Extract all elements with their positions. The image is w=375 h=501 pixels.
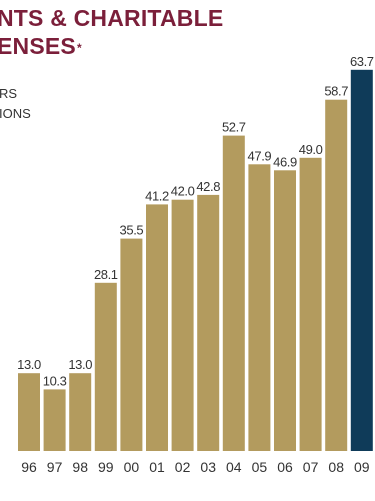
x-tick-label-07: 07 [303,459,319,475]
bar-98 [69,373,92,451]
data-label-03: 42.8 [196,179,220,194]
data-label-09: 63.7 [350,54,374,69]
subtitle-line-1: RS [0,86,18,101]
data-label-98: 13.0 [68,357,92,372]
bar-07 [299,157,322,452]
bar-00 [120,238,143,451]
bar-02 [171,199,194,451]
data-label-97: 10.3 [43,373,67,388]
x-tick-label-98: 98 [72,459,88,475]
chart-title-line-1: NTS & CHARITABLE [0,5,224,31]
data-label-01: 41.2 [145,188,169,203]
data-label-05: 47.9 [248,148,272,163]
data-label-08: 58.7 [324,84,348,99]
data-label-02: 42.0 [171,184,195,199]
x-tick-label-01: 01 [149,459,165,475]
subtitle-line-2: IONS [0,106,31,121]
bar-97 [43,389,66,451]
data-label-04: 52.7 [222,120,246,135]
chart-title-line-2: ENSES* [0,32,82,60]
bar-08 [325,99,348,451]
x-tick-label-02: 02 [175,459,191,475]
bar-99 [94,282,117,451]
x-tick-label-06: 06 [277,459,293,475]
x-tick-label-09: 09 [354,459,370,475]
x-tick-label-97: 97 [47,459,63,475]
data-label-07: 49.0 [299,142,323,157]
bar-05 [248,164,271,452]
bar-96 [18,373,40,451]
x-tick-label-04: 04 [226,459,242,475]
x-tick-label-08: 08 [328,459,344,475]
x-tick-label-03: 03 [200,459,216,475]
bar-04 [222,135,245,451]
data-label-00: 35.5 [120,223,144,238]
footnote-marker: * [76,41,82,55]
x-tick-label-96: 96 [21,459,37,475]
x-tick-label-99: 99 [98,459,114,475]
bar-06 [274,170,296,452]
bar-03 [197,194,220,451]
data-label-06: 46.9 [273,154,297,169]
data-label-96: 13.0 [17,357,41,372]
x-tick-label-05: 05 [252,459,268,475]
bar-09 [350,69,373,452]
bar-01 [146,204,168,451]
data-label-99: 28.1 [94,267,118,282]
chart-title-line-2-text: ENSES [0,33,76,59]
x-tick-label-00: 00 [124,459,140,475]
